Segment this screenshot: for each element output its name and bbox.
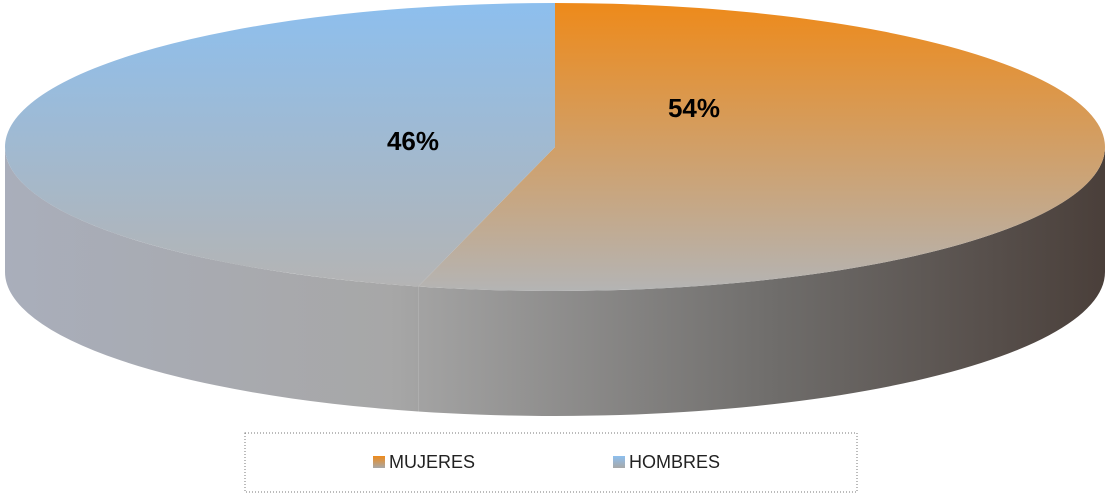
pie-side: [418, 147, 1105, 417]
legend-label: HOMBRES: [629, 452, 720, 472]
pie-slice: [418, 3, 1105, 291]
pie-slice: [4, 2, 555, 287]
legend-swatch: [373, 456, 385, 468]
legend-swatch: [613, 456, 625, 468]
legend: MUJERES HOMBRES: [373, 452, 720, 472]
legend-label: MUJERES: [389, 452, 475, 472]
pie-side: [5, 147, 419, 412]
data-label: 54%: [668, 93, 720, 123]
pie: 54% 46%: [4, 2, 1105, 417]
legend-box: [244, 432, 858, 493]
data-label: 46%: [387, 126, 439, 156]
